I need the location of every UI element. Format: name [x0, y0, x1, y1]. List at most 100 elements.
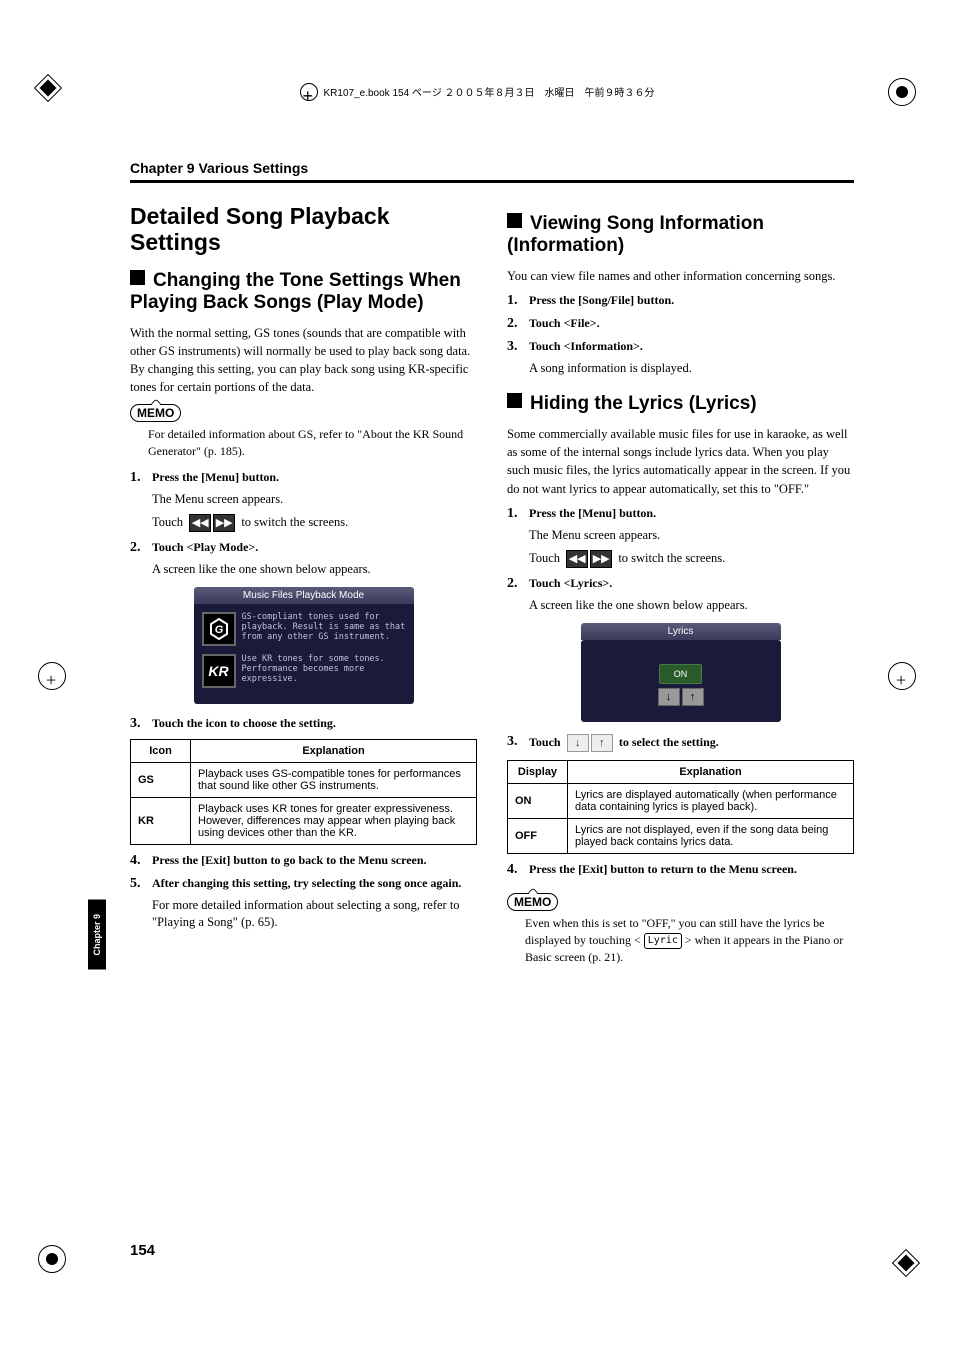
doc-header: KR107_e.book 154 ページ ２００５年８月３日 水曜日 午前９時３…	[100, 91, 854, 92]
memo-text: For detailed information about GS, refer…	[148, 426, 477, 460]
step-label: Touch the icon to choose the setting.	[152, 716, 477, 731]
square-bullet-icon	[130, 270, 145, 285]
kr-mode-text: Use KR tones for some tones. Performance…	[242, 654, 406, 688]
up-arrow-icon: ↑	[682, 688, 704, 706]
step-label-b: to select the setting.	[619, 735, 719, 749]
step-2: Touch <Play Mode>. A screen like the one…	[130, 540, 477, 579]
square-bullet-icon	[507, 213, 522, 228]
step-touch: Touch ◀◀ ▶▶ to switch the screens.	[152, 514, 477, 532]
touch-text-a: Touch	[529, 551, 560, 565]
table-row: ON Lyrics are displayed automatically (w…	[508, 783, 854, 818]
step-label: Press the [Exit] button to return to the…	[529, 862, 854, 877]
step-body: For more detailed information about sele…	[152, 897, 477, 932]
crop-mark-tl	[38, 78, 58, 98]
step-b2: Touch <Lyrics>. A screen like the one sh…	[507, 576, 854, 615]
crop-mark-ml	[38, 662, 66, 690]
crop-mark-bl	[38, 1245, 66, 1273]
th-icon: Icon	[131, 739, 191, 762]
step-label-a: Touch	[529, 735, 561, 749]
step-label: Press the [Exit] button to go back to th…	[152, 853, 477, 868]
down-arrow-icon: ↓	[567, 734, 589, 752]
playback-mode-screenshot: Music Files Playback Mode G GS-compliant…	[194, 587, 414, 704]
step-3: Touch the icon to choose the setting.	[130, 716, 477, 731]
lyrics-table: Display Explanation ON Lyrics are displa…	[507, 760, 854, 854]
on-button: ON	[659, 664, 703, 684]
th-explanation: Explanation	[568, 760, 854, 783]
subsection-title: Hiding the Lyrics (Lyrics)	[530, 393, 757, 414]
step-label: After changing this setting, try selecti…	[152, 876, 477, 891]
rewind-icon: ◀◀	[189, 514, 211, 532]
cell-on-text: Lyrics are displayed automatically (when…	[568, 783, 854, 818]
touch-text-b: to switch the screens.	[241, 515, 348, 529]
step-a1: Press the [Song/File] button.	[507, 293, 854, 308]
th-explanation: Explanation	[191, 739, 477, 762]
mode-table: Icon Explanation GS Playback uses GS-com…	[130, 739, 477, 845]
table-row: GS Playback uses GS-compatible tones for…	[131, 762, 477, 797]
touch-text-b: to switch the screens.	[618, 551, 725, 565]
th-display: Display	[508, 760, 568, 783]
memo-icon: MEMO	[130, 404, 181, 422]
doc-header-text: KR107_e.book 154 ページ ２００５年８月３日 水曜日 午前９時３…	[324, 84, 655, 99]
section-title: Detailed Song Playback Settings	[130, 203, 477, 256]
subsection-title: Viewing Song Information (Information)	[507, 213, 764, 256]
step-b3: Touch ↓ ↑ to select the setting.	[507, 734, 854, 752]
step-5: After changing this setting, try selecti…	[130, 876, 477, 932]
step-label: Touch <Information>.	[529, 339, 854, 354]
step-a2: Touch <File>.	[507, 316, 854, 331]
step-1: Press the [Menu] button. The Menu screen…	[130, 470, 477, 533]
chapter-tab: Chapter 9	[88, 900, 106, 970]
subsection-title: Changing the Tone Settings When Playing …	[130, 270, 461, 313]
cell-off-label: OFF	[508, 818, 568, 853]
lyrics-screenshot: Lyrics ON ↓ ↑	[581, 623, 781, 722]
step-b4: Press the [Exit] button to return to the…	[507, 862, 854, 877]
cell-gs-label: GS	[131, 762, 191, 797]
down-arrow-icon: ↓	[658, 688, 680, 706]
crop-mark-br	[896, 1253, 916, 1273]
intro-text: With the normal setting, GS tones (sound…	[130, 324, 477, 397]
forward-icon: ▶▶	[213, 514, 235, 532]
step-body: A screen like the one shown below appear…	[152, 561, 477, 579]
step-body: The Menu screen appears.	[152, 491, 477, 509]
intro-text: You can view file names and other inform…	[507, 267, 854, 285]
subsection-lyrics: Hiding the Lyrics (Lyrics)	[507, 393, 854, 415]
mode-kr-row: KR Use KR tones for some tones. Performa…	[202, 654, 406, 688]
crop-mark-tr	[888, 78, 916, 106]
svg-text:G: G	[214, 624, 223, 636]
left-column: Detailed Song Playback Settings Changing…	[130, 203, 477, 975]
chapter-header: Chapter 9 Various Settings	[130, 160, 854, 183]
crop-mark-mr	[888, 662, 916, 690]
up-arrow-icon: ↑	[591, 734, 613, 752]
step-body: The Menu screen appears.	[529, 527, 854, 545]
step-b1: Press the [Menu] button. The Menu screen…	[507, 506, 854, 569]
step-body: A screen like the one shown below appear…	[529, 597, 854, 615]
cell-off-text: Lyrics are not displayed, even if the so…	[568, 818, 854, 853]
rewind-icon: ◀◀	[566, 550, 588, 568]
subsection-play-mode: Changing the Tone Settings When Playing …	[130, 270, 477, 314]
step-4: Press the [Exit] button to go back to th…	[130, 853, 477, 868]
right-column: Viewing Song Information (Information) Y…	[507, 203, 854, 975]
gs-mode-text: GS-compliant tones used for playback. Re…	[242, 612, 406, 646]
step-label: Touch <File>.	[529, 316, 854, 331]
cell-kr-text: Playback uses KR tones for greater expre…	[191, 797, 477, 844]
step-label: Touch <Play Mode>.	[152, 540, 477, 555]
subsection-song-info: Viewing Song Information (Information)	[507, 213, 854, 257]
header-icon	[300, 83, 318, 101]
memo-text: Even when this is set to "OFF," you can …	[525, 915, 854, 966]
step-body: A song information is displayed.	[529, 360, 854, 378]
screenshot-title: Lyrics	[581, 623, 781, 640]
table-row: KR Playback uses KR tones for greater ex…	[131, 797, 477, 844]
cell-gs-text: Playback uses GS-compatible tones for pe…	[191, 762, 477, 797]
page-number: 154	[130, 1242, 155, 1259]
mode-gs-row: G GS-compliant tones used for playback. …	[202, 612, 406, 646]
cell-kr-label: KR	[131, 797, 191, 844]
intro-text: Some commercially available music files …	[507, 425, 854, 498]
cell-on-label: ON	[508, 783, 568, 818]
kr-mode-icon: KR	[202, 654, 236, 688]
gs-mode-icon: G	[202, 612, 236, 646]
step-label: Press the [Menu] button.	[529, 506, 854, 521]
table-row: OFF Lyrics are not displayed, even if th…	[508, 818, 854, 853]
forward-icon: ▶▶	[590, 550, 612, 568]
step-a3: Touch <Information>. A song information …	[507, 339, 854, 378]
step-label: Press the [Menu] button.	[152, 470, 477, 485]
square-bullet-icon	[507, 393, 522, 408]
